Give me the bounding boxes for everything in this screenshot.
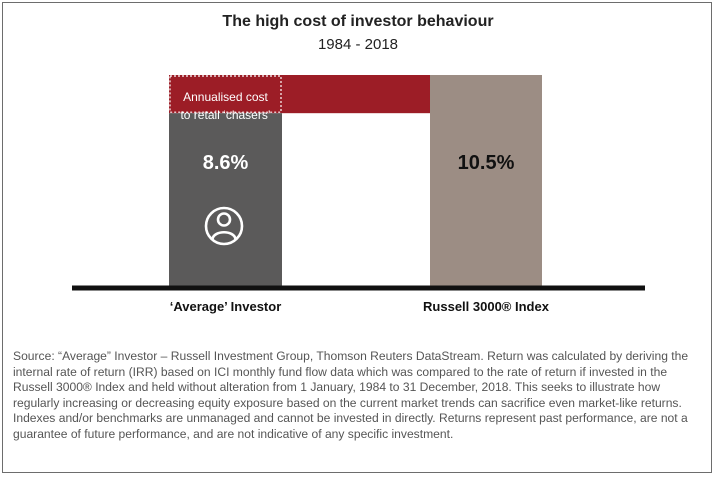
chart-title: The high cost of investor behaviour <box>222 13 494 30</box>
cost-label-line2: to retail ‘chasers’ <box>180 108 270 122</box>
bar-average-investor <box>169 113 282 286</box>
source-note: Source: “Average” Investor – Russell Inv… <box>13 349 689 441</box>
x-tick-label-russell-3000: Russell 3000® Index <box>423 299 550 314</box>
x-tick-label-average-investor: ‘Average’ Investor <box>170 299 282 314</box>
cost-label-line1: Annualised cost <box>183 90 268 104</box>
person-icon <box>204 206 244 246</box>
cost-label-box <box>169 75 282 113</box>
bar-russell-3000 <box>430 75 542 286</box>
chart-frame <box>2 2 712 473</box>
data-label-russell-3000: 10.5% <box>458 152 515 174</box>
chart-subtitle: 1984 - 2018 <box>317 36 399 53</box>
data-label-average-investor: 8.6% <box>203 152 249 174</box>
